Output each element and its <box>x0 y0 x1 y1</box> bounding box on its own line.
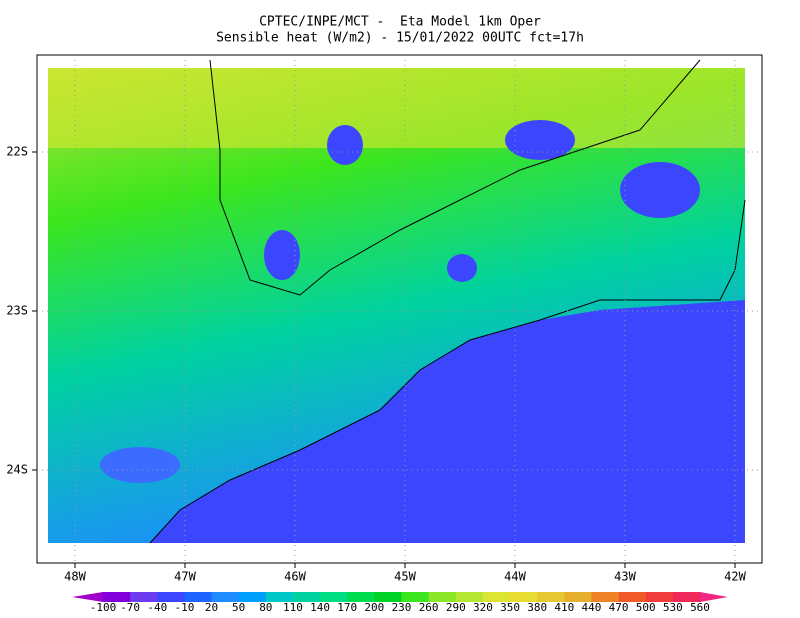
coastline <box>149 199 746 544</box>
blob <box>620 162 700 218</box>
map-field <box>48 59 746 544</box>
colorbar-label: 230 <box>392 601 412 614</box>
colorbar-label: -10 <box>174 601 194 614</box>
y-tick-label: 24S <box>6 463 28 477</box>
x-tick-label: 48W <box>64 570 86 584</box>
colorbar-label: 170 <box>337 601 357 614</box>
colorbar-segment <box>401 592 430 602</box>
colorbar-label: 20 <box>205 601 218 614</box>
colorbar-segment <box>211 592 240 602</box>
colorbar-segment <box>265 592 294 602</box>
colorbar-segment <box>564 592 592 602</box>
x-tick-label: 47W <box>174 570 196 584</box>
colorbar-label: -100 <box>90 601 117 614</box>
x-tick-label: 45W <box>394 570 416 584</box>
x-tick-label: 43W <box>614 570 636 584</box>
colorbar-segment <box>455 592 484 602</box>
subtitle: Sensible heat (W/m2) - 15/01/2022 00UTC … <box>216 31 584 46</box>
title: CPTEC/INPE/MCT - Eta Model 1km Oper <box>259 15 541 30</box>
colorbar-label: 200 <box>364 601 384 614</box>
colorbar-segment <box>618 592 647 602</box>
colorbar-label: -70 <box>120 601 140 614</box>
colorbar-label: 470 <box>609 601 629 614</box>
colorbar-segment <box>700 592 728 602</box>
colorbar-segment <box>320 592 348 602</box>
blob <box>264 230 300 280</box>
colorbar-label: 290 <box>446 601 466 614</box>
colorbar-segment <box>72 592 103 602</box>
colorbar-label: 260 <box>419 601 439 614</box>
colorbar-segment <box>157 592 185 602</box>
colorbar-segment <box>374 592 402 602</box>
colorbar-label: 350 <box>500 601 520 614</box>
x-tick-label: 42W <box>724 570 746 584</box>
blob <box>100 447 180 483</box>
colorbar-label: 110 <box>283 601 303 614</box>
state-border <box>209 59 701 296</box>
colorbar-segment <box>645 592 674 602</box>
colorbar-segment <box>184 592 213 602</box>
x-tick-label: 46W <box>284 570 306 584</box>
colorbar-segment <box>591 592 620 602</box>
blob <box>447 254 477 282</box>
colorbar-label: 410 <box>554 601 574 614</box>
colorbar-segment <box>482 592 511 602</box>
x-tick-label: 44W <box>504 570 526 584</box>
colorbar-segment <box>537 592 565 602</box>
colorbar-label: 320 <box>473 601 493 614</box>
colorbar-label: 380 <box>527 601 547 614</box>
colorbar-label: 500 <box>636 601 656 614</box>
colorbar-label: 80 <box>259 601 272 614</box>
colorbar-segment <box>428 592 457 602</box>
land-warm <box>48 68 745 148</box>
colorbar-segment <box>292 592 321 602</box>
colorbar-label: -40 <box>147 601 167 614</box>
blob <box>505 120 575 160</box>
colorbar-segment <box>347 592 375 602</box>
colorbar-label: 440 <box>582 601 602 614</box>
colorbar: -100 -70 -40 -10 20 50 80 110 140 170 200 230 260 290… <box>72 592 728 614</box>
colorbar-label: 560 <box>690 601 710 614</box>
colorbar-segment <box>672 592 701 602</box>
colorbar-label: 530 <box>663 601 683 614</box>
blob <box>327 125 363 165</box>
colorbar-segment <box>103 592 131 602</box>
map-frame <box>36 54 763 564</box>
colorbar-segment <box>510 592 538 602</box>
colorbar-segment <box>130 592 158 602</box>
ocean <box>150 300 745 543</box>
y-tick-label: 23S <box>6 304 28 318</box>
colorbar-label: 50 <box>232 601 245 614</box>
colorbar-label: 140 <box>310 601 330 614</box>
y-tick-label: 22S <box>6 145 28 159</box>
colorbar-segment <box>238 592 267 602</box>
